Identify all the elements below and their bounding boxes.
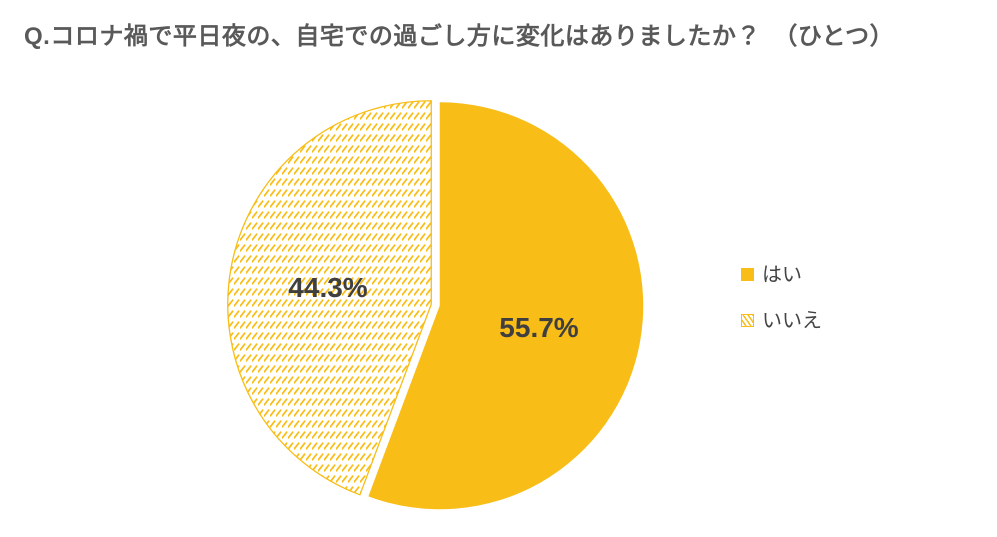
pie-slices: [227, 100, 644, 510]
legend-label-yes: はい: [762, 263, 802, 286]
legend-label-no: いいえ: [762, 309, 822, 332]
data-label-yes: 55.7%: [499, 312, 579, 343]
legend-swatch-solid-icon: [741, 268, 754, 281]
data-label-no: 44.3%: [288, 272, 368, 303]
pie-slice-いいえ: [227, 100, 432, 496]
legend-swatch-hatched-icon: [741, 314, 754, 327]
legend: はい いいえ: [741, 262, 822, 333]
legend-item-yes: はい: [741, 262, 822, 287]
legend-item-no: いいえ: [741, 308, 822, 333]
pie-slice-はい: [368, 102, 644, 510]
chart-title: Q.コロナ禍で平日夜の、自宅での過ごし方に変化はありましたか？ （ひとつ）: [24, 23, 895, 50]
